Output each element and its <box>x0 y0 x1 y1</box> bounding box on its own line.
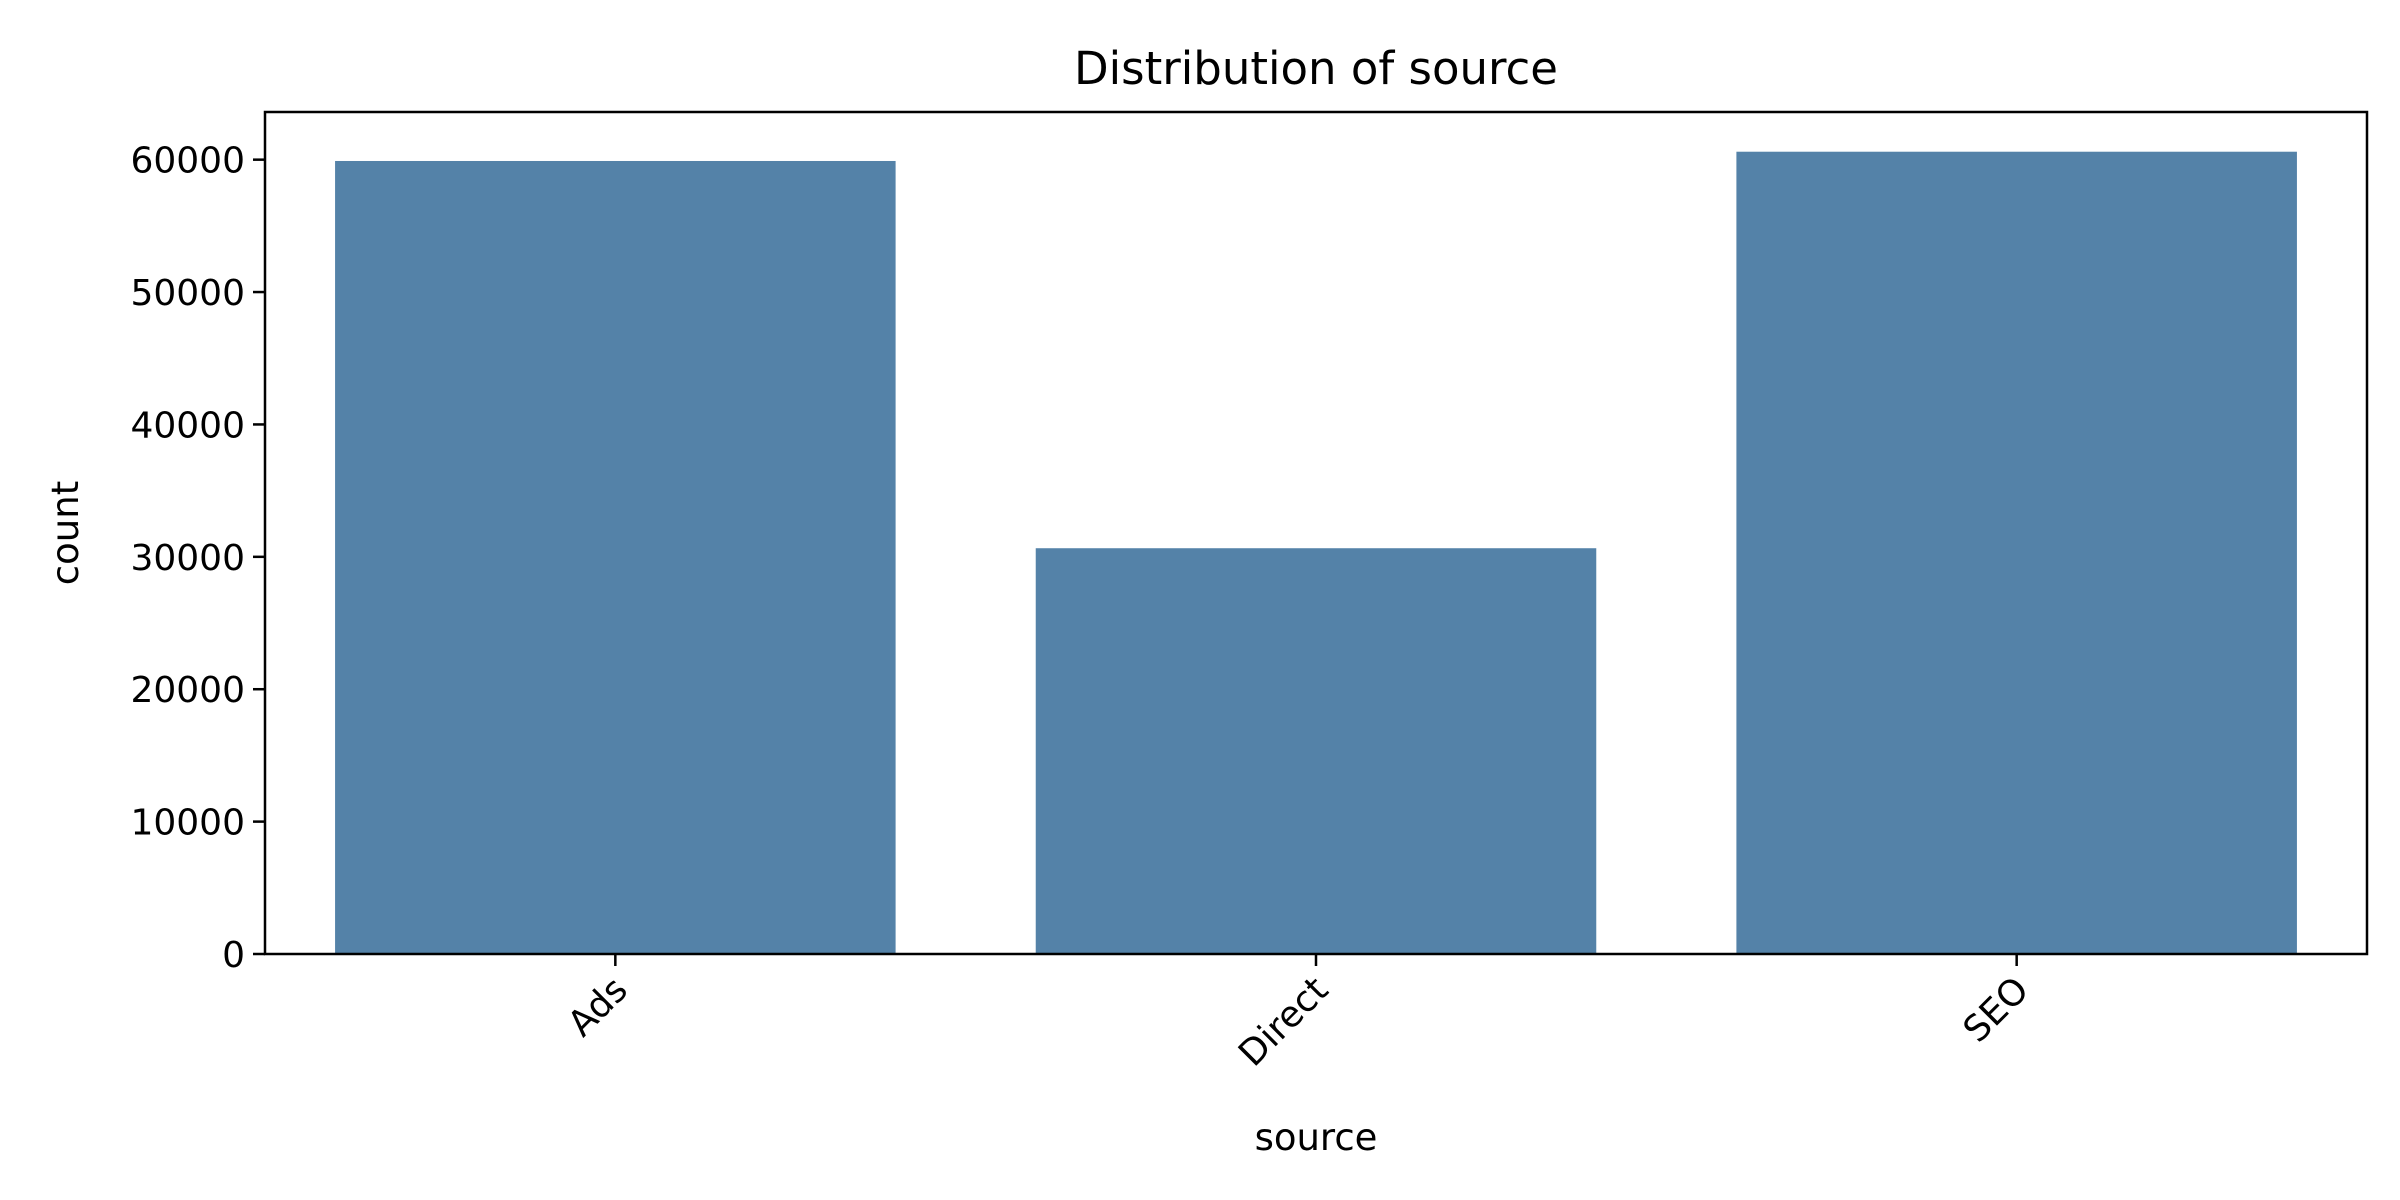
x-tick-label: SEO <box>1956 969 2037 1050</box>
x-tick-label: Ads <box>560 969 635 1044</box>
y-tick-label: 10000 <box>130 803 245 844</box>
bar-direct <box>1035 548 1597 954</box>
chart-title: Distribution of source <box>1074 42 1558 95</box>
y-tick-label: 40000 <box>130 405 245 446</box>
bars-group <box>335 151 2297 955</box>
y-axis-label: count <box>44 481 87 585</box>
y-tick-label: 0 <box>222 935 245 976</box>
bar-ads <box>335 160 896 955</box>
y-tick-label: 30000 <box>130 538 245 579</box>
x-axis-ticks: Ads Direct SEO <box>560 954 2037 1075</box>
y-tick-label: 60000 <box>130 141 245 182</box>
x-tick-label: Direct <box>1231 969 1336 1074</box>
y-axis-ticks: 0 10000 20000 30000 40000 50000 60000 <box>130 141 265 976</box>
y-tick-label: 20000 <box>130 670 245 711</box>
y-tick-label: 50000 <box>130 273 245 314</box>
x-axis-label: source <box>1255 1116 1378 1159</box>
bar-seo <box>1736 151 2297 954</box>
